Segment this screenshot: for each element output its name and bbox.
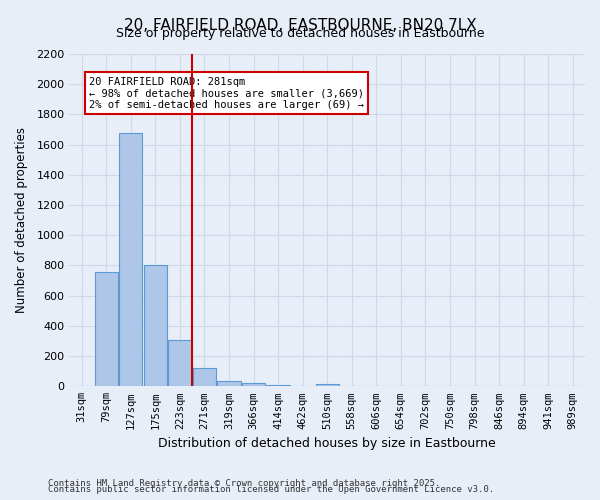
Text: 20 FAIRFIELD ROAD: 281sqm
← 98% of detached houses are smaller (3,669)
2% of sem: 20 FAIRFIELD ROAD: 281sqm ← 98% of detac… (89, 76, 364, 110)
Text: Contains HM Land Registry data © Crown copyright and database right 2025.: Contains HM Land Registry data © Crown c… (48, 478, 440, 488)
Text: 20, FAIRFIELD ROAD, EASTBOURNE, BN20 7LX: 20, FAIRFIELD ROAD, EASTBOURNE, BN20 7LX (124, 18, 476, 32)
Bar (193, 368, 216, 386)
Bar (95, 272, 118, 386)
Bar (242, 382, 265, 386)
Bar (316, 384, 339, 386)
X-axis label: Distribution of detached houses by size in Eastbourne: Distribution of detached houses by size … (158, 437, 496, 450)
Text: Size of property relative to detached houses in Eastbourne: Size of property relative to detached ho… (116, 28, 484, 40)
Bar (217, 381, 241, 386)
Bar (168, 340, 191, 386)
Bar (144, 266, 167, 386)
Text: Contains public sector information licensed under the Open Government Licence v3: Contains public sector information licen… (48, 485, 494, 494)
Bar (266, 385, 290, 386)
Bar (119, 132, 142, 386)
Y-axis label: Number of detached properties: Number of detached properties (15, 127, 28, 313)
